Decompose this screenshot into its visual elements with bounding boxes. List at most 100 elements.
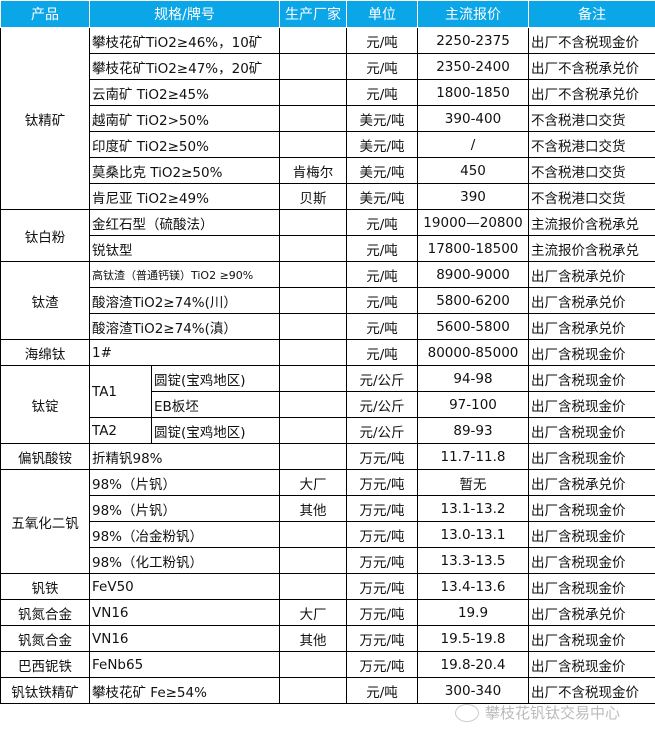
note-cell: 出厂含税现金价 [528,417,655,444]
note-cell: 出厂不含税承兑价 [528,53,655,80]
unit-cell: 万元/吨 [346,599,418,626]
product-cell: 钒氮合金 [0,625,90,652]
price-cell: 17800-18500 [417,235,529,262]
table-row: 钒氮合金 VN16 其他 万元/吨 19.5-19.8 出厂含税现金价 [0,625,655,652]
maker-cell [279,365,347,392]
price-cell: 89-93 [417,417,529,444]
table-row: TA2 圆锭(宝鸡地区) 元/公斤 89-93 出厂含税现金价 [1,417,655,444]
note-cell: 不含税港口交货 [528,105,655,132]
unit-cell: 元/吨 [346,209,418,236]
maker-cell [279,391,347,418]
unit-cell: 万元/吨 [346,495,418,522]
note-cell: 不含税港口交货 [528,157,655,184]
unit-cell: 元/吨 [346,313,418,340]
spec-cell: FeNb65 [89,651,280,678]
note-cell: 出厂含税现金价 [528,339,655,366]
table-row: 钒氮合金 VN16 大厂 万元/吨 19.9 出厂含税承兑价 [0,599,655,626]
spec-cell: 1# [89,339,280,366]
note-cell: 主流报价含税承兑 [528,235,655,262]
price-cell: 390-400 [417,105,529,132]
maker-cell [279,79,347,106]
maker-cell [279,209,347,236]
table-row: 钒钛铁精矿 攀枝花矿 Fe≥54% 元/吨 300-340 出厂不含税现金价 [0,677,655,704]
product-cell: 钛渣 [0,261,90,340]
table-row: 莫桑比克 TiO2≥50% 肯梅尔 美元/吨 450 不含税港口交货 [1,157,655,184]
product-cell: 五氧化二钒 [0,469,90,574]
table-row: 偏钒酸铵 折精钒98% 万元/吨 11.7-11.8 出厂含税现金价 [0,443,655,470]
maker-cell: 肯梅尔 [279,157,347,184]
note-cell: 出厂含税现金价 [528,495,655,522]
price-cell: 19.5-19.8 [417,625,529,652]
spec-cell: VN16 [89,599,280,626]
product-cell: 海绵钛 [0,339,90,366]
price-cell: 390 [417,183,529,210]
table-row: 锐钛型 元/吨 17800-18500 主流报价含税承兑 [1,235,655,262]
note-cell: 出厂含税承兑价 [528,469,655,496]
spec-cell: 云南矿 TiO2≥45% [89,79,280,106]
table-row: 攀枝花矿TiO2≥47%，20矿 元/吨 2350-2400 出厂不含税承兑价 [1,53,655,80]
price-cell: 13.1-13.2 [417,495,529,522]
note-cell: 出厂含税承兑价 [528,287,655,314]
price-cell: 13.3-13.5 [417,547,529,574]
product-cell: 钛精矿 [0,27,90,210]
wechat-icon [455,703,479,722]
table-row: 海绵钛 1# 元/吨 80000-85000 出厂含税现金价 [0,339,655,366]
unit-cell: 万元/吨 [346,521,418,548]
note-cell: 出厂含税现金价 [528,365,655,392]
price-cell: 19.9 [417,599,529,626]
note-cell: 不含税港口交货 [528,183,655,210]
price-cell: 11.7-11.8 [417,443,529,470]
unit-cell: 元/公斤 [346,365,418,392]
unit-cell: 万元/吨 [346,625,418,652]
price-cell: / [417,131,529,158]
spec-cell: TA2 [89,417,152,444]
spec-cell: 锐钛型 [89,235,280,262]
table-row: 98%（化工粉钒） 万元/吨 13.3-13.5 出厂含税现金价 [1,547,655,574]
table-row: 钛白粉 金红石型（硫酸法） 元/吨 19000—20800 主流报价含税承兑 [0,209,655,262]
note-cell: 不含税港口交货 [528,131,655,158]
unit-cell: 元/吨 [346,27,418,54]
unit-cell: 元/吨 [346,53,418,80]
note-cell: 出厂含税现金价 [528,651,655,678]
unit-cell: 元/吨 [346,677,418,704]
spec-cell: 攀枝花矿 Fe≥54% [89,677,280,704]
table-row: 钛精矿 攀枝花矿TiO2≥46%，10矿 元/吨 2250-2375 出厂不含税现金价 [0,27,655,210]
table-row: 钛渣 高钛渣（普通钙镁）TiO2 ≥90% 元/吨 8900-9000 出厂含税承兑价 [0,261,655,340]
price-cell: 5800-6200 [417,287,529,314]
maker-cell: 大厂 [279,599,347,626]
price-cell: 80000-85000 [417,339,529,366]
unit-cell: 万元/吨 [346,547,418,574]
maker-cell [279,53,347,80]
price-cell: 2350-2400 [417,53,529,80]
unit-cell: 元/吨 [346,79,418,106]
note-cell: 出厂含税承兑价 [528,313,655,340]
unit-cell: 元/吨 [346,287,418,314]
spec-cell: 98%（片钒） [89,469,280,496]
spec-cell: 98%（冶金粉钒） [89,521,280,548]
unit-cell: 元/吨 [346,261,418,288]
price-cell: 300-340 [417,677,529,704]
spec-cell: 印度矿 TiO2≥50% [89,131,280,158]
header-row: 产品 规格/牌号 生产厂家 单位 主流报价 备注 [0,0,655,28]
note-cell: 出厂不含税现金价 [528,27,655,54]
spec-cell: 金红石型（硫酸法） [89,209,280,236]
maker-cell [279,27,347,54]
maker-cell [279,261,347,288]
price-cell: 8900-9000 [417,261,529,288]
spec-cell: 酸溶渣TiO2≥74%(川） [89,287,280,314]
spec-cell: VN16 [89,625,280,652]
product-cell: 钛白粉 [0,209,90,262]
maker-cell [279,651,347,678]
maker-cell [279,573,347,600]
spec-cell: 98%（片钒） [89,495,280,522]
note-cell: 出厂不含税现金价 [528,677,655,704]
maker-cell [279,287,347,314]
spec-cell: 酸溶渣TiO2≥74%(滇） [89,313,280,340]
product-cell: 钒氮合金 [0,599,90,626]
maker-cell [279,443,347,470]
table-row: 98%（冶金粉钒） 万元/吨 13.0-13.1 出厂含税现金价 [1,521,655,548]
spec-cell: 攀枝花矿TiO2≥46%，10矿 [89,27,280,54]
maker-cell [279,521,347,548]
product-cell: 巴西铌铁 [0,651,90,678]
maker-cell: 其他 [279,625,347,652]
